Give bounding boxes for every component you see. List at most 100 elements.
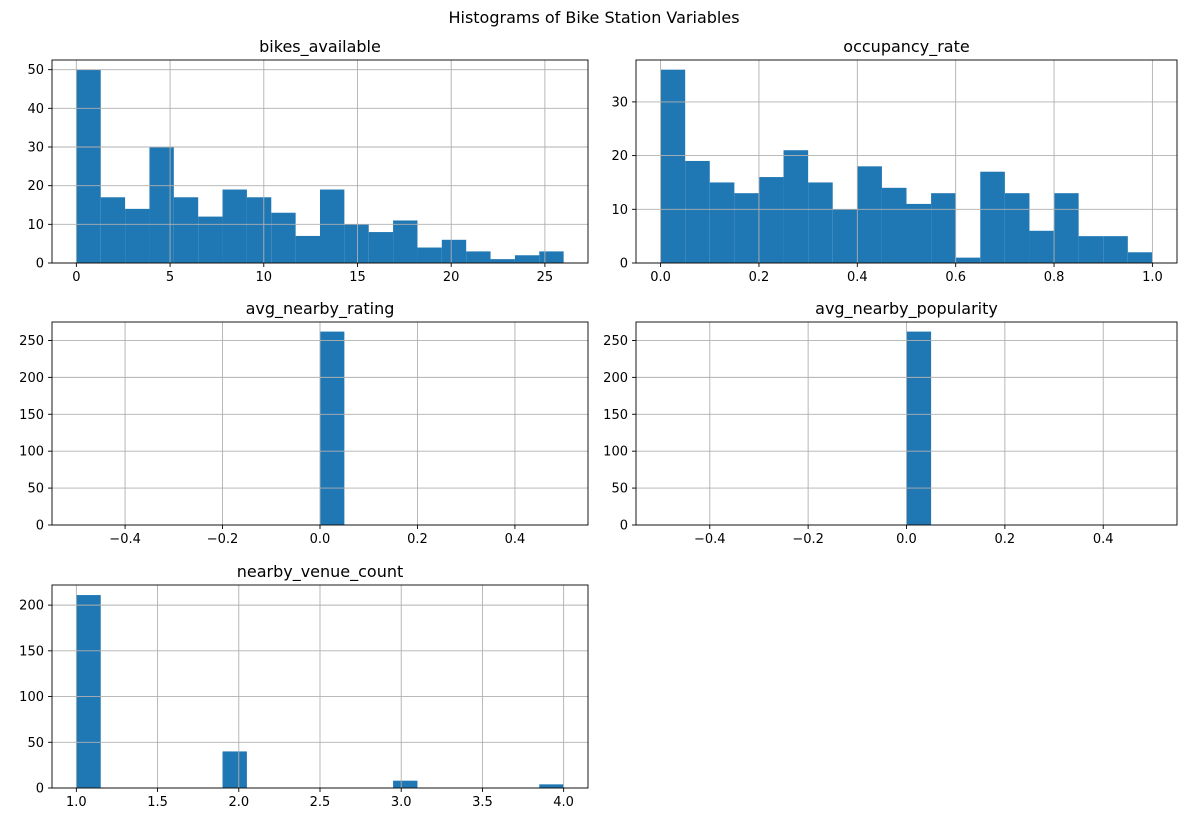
histogram-bar [1103,236,1128,263]
histogram-bar [490,259,515,263]
y-tick-label: 0 [36,257,44,272]
y-tick-label: 0 [36,782,44,797]
histogram-bar [857,166,882,263]
histogram-bar [1054,193,1079,263]
histogram-bar [76,595,101,788]
histogram-bar [1127,252,1153,263]
y-tick-label: 50 [611,482,628,497]
y-tick-label: 250 [19,334,44,349]
y-tick-label: 100 [19,690,44,705]
y-tick-label: 20 [611,149,628,164]
histogram-bar [222,751,247,788]
histogram-bar [709,182,735,263]
y-tick-label: 0 [36,519,44,534]
histogram-bar [1078,236,1104,263]
histogram-bar [906,203,932,263]
y-tick-label: 50 [27,736,44,751]
x-tick-label: 10 [256,270,273,285]
y-tick-label: 150 [19,408,44,423]
grid-lines [52,322,588,526]
x-tick-label: 0.0 [650,270,671,285]
histogram-bar [539,784,564,788]
x-tick-label: 0.4 [1093,532,1114,547]
histogram-bar [76,69,101,264]
histogram-bar [125,208,150,263]
x-tick-label: 0.8 [1044,270,1065,285]
histogram-bar [198,216,223,263]
y-tick-label: 200 [19,371,44,386]
x-tick-label: 0.2 [749,270,770,285]
histogram-bar [808,182,833,263]
histogram-bar [320,189,345,263]
x-tick-label: 0.4 [505,532,526,547]
y-tick-label: 0 [620,257,628,272]
histogram-bar [832,209,858,263]
histogram-bar [393,780,418,788]
histogram-bar [368,232,394,263]
axes-frame [635,59,1178,264]
histogram-bar [173,197,199,263]
histogram-bar [393,220,418,263]
panel-title: nearby_venue_count [237,562,404,582]
histogram-bar [466,251,491,263]
histogram-bar [1004,193,1030,263]
y-tick-label: 150 [603,408,628,423]
x-tick-label: −0.4 [109,532,141,547]
y-tick-label: 20 [27,179,44,194]
y-tick-label: 30 [27,141,44,156]
grid-lines [636,322,1177,526]
histogram-bar [514,255,540,263]
y-tick-label: 10 [27,218,44,233]
x-tick-label: −0.4 [694,532,726,547]
x-tick-label: −0.2 [207,532,239,547]
histogram-bar [931,193,956,263]
figure-title: Histograms of Bike Station Variables [448,8,739,27]
panel-title: bikes_available [259,37,381,57]
axes-frame [51,59,589,264]
histogram-bar [344,224,369,263]
y-tick-label: 100 [603,445,628,460]
histogram-bar [222,189,247,263]
x-tick-label: 0 [72,270,80,285]
panel-title: avg_nearby_popularity [815,299,998,319]
histogram-bar [246,197,272,263]
panel-bikes-available: bikes_available 0 5 10 15 20 25 0 10 20 30 40 50 [27,37,589,285]
histogram-bar [783,150,809,263]
histogram-bar [660,69,686,264]
y-tick-label: 40 [27,102,44,117]
panel-title: avg_nearby_rating [246,299,395,319]
x-tick-label: 0.4 [847,270,868,285]
histogram-bar [295,235,320,263]
x-tick-label: 0.2 [995,532,1016,547]
x-tick-label: 15 [349,270,366,285]
x-tick-label: 0.2 [407,532,428,547]
x-tick-label: 2.5 [310,795,331,810]
x-tick-label: 0.0 [896,532,917,547]
panel-avg-nearby-rating: avg_nearby_rating −0.4 −0.2 0.0 0.2 0.4 0 50 100… [19,299,589,547]
histogram-bar [539,251,564,263]
y-tick-label: 0 [620,519,628,534]
x-tick-label: 20 [443,270,460,285]
y-tick-label: 200 [603,371,628,386]
x-tick-label: 3.0 [391,795,412,810]
x-tick-label: 1.0 [1142,270,1163,285]
histogram-bar [980,171,1005,263]
histogram-bar [1029,230,1055,263]
histogram-bar [955,257,981,263]
x-tick-label: 3.5 [472,795,493,810]
x-tick-label: 1.5 [147,795,168,810]
histogram-bar [734,193,759,263]
x-tick-label: 0.0 [310,532,331,547]
panel-avg-nearby-popularity: avg_nearby_popularity −0.4 −0.2 0.0 0.2 0.4 0 5… [603,299,1178,547]
histogram-bar [417,247,442,263]
x-tick-label: 0.6 [945,270,966,285]
y-tick-label: 10 [611,203,628,218]
histogram-bar [441,239,467,263]
y-tick-label: 50 [27,482,44,497]
x-tick-label: −0.2 [792,532,824,547]
x-tick-label: 5 [166,270,174,285]
panel-nearby-venue-count: nearby_venue_count 1.0 1.5 2.0 2.5 3.0 3.5 4.0 0… [19,562,589,810]
x-tick-label: 25 [537,270,554,285]
x-tick-label: 2.0 [228,795,249,810]
